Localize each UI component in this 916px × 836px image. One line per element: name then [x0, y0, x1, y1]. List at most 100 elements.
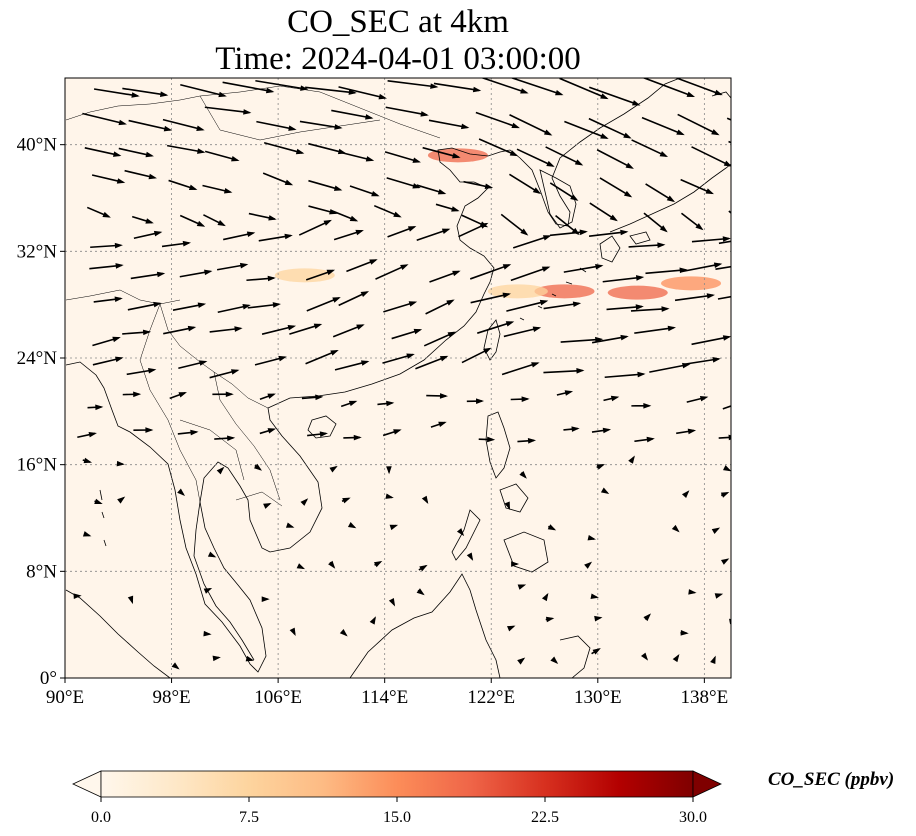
wind-vector	[717, 295, 731, 300]
wind-vector	[541, 592, 549, 602]
wind-vector	[93, 88, 140, 98]
wind-vector	[543, 301, 582, 310]
wind-vector	[217, 304, 251, 314]
wind-vector	[516, 148, 555, 167]
wind-vector	[340, 400, 358, 408]
wind-vector	[722, 465, 731, 472]
wind-vector	[127, 301, 162, 311]
wind-vector	[718, 240, 731, 245]
wind-vector	[517, 657, 526, 665]
wind-vector	[643, 613, 652, 622]
lon-tick-label: 98°E	[152, 687, 190, 708]
wind-vector	[430, 421, 447, 428]
wind-vector	[117, 496, 126, 504]
wind-vector	[630, 306, 670, 312]
wind-vector	[172, 302, 207, 311]
wind-vector	[305, 349, 339, 365]
wind-vector	[509, 173, 542, 194]
wind-vector	[86, 206, 111, 218]
wind-vector	[691, 335, 731, 346]
wind-vector	[338, 86, 387, 100]
wind-vector	[388, 598, 396, 607]
wind-vector-layer	[73, 78, 778, 670]
wind-vector	[82, 457, 93, 464]
korea-coastline	[539, 169, 577, 229]
wind-vector	[306, 297, 341, 312]
co-plume-3	[661, 276, 722, 291]
wind-vector	[501, 362, 540, 376]
wind-vector	[676, 428, 697, 435]
wind-vector	[603, 395, 620, 402]
wind-vector	[223, 231, 256, 241]
wind-vector	[688, 589, 697, 595]
wind-vector	[248, 212, 277, 221]
wind-vector	[559, 78, 609, 100]
wind-vector	[162, 118, 205, 131]
wind-vector	[674, 293, 715, 302]
wind-vector	[600, 487, 610, 494]
colorbar-tick-label: 30.0	[679, 809, 707, 826]
wind-vector	[584, 561, 593, 569]
wind-vector	[628, 242, 666, 248]
colorbar-tick-label: 7.5	[239, 809, 259, 826]
mindanao-coastline	[503, 531, 549, 573]
wind-vector	[222, 81, 275, 94]
lon-tick-label: 130°E	[574, 687, 622, 708]
wind-vector	[245, 655, 255, 662]
wind-vector	[339, 629, 348, 637]
wind-vector	[299, 120, 343, 130]
wind-vector	[599, 177, 633, 198]
wind-vector	[602, 275, 645, 283]
malay-peninsula	[193, 501, 255, 661]
wind-vector	[94, 498, 103, 505]
wind-vector	[730, 179, 731, 182]
wind-vector	[253, 463, 263, 471]
sumatra-coastline	[65, 589, 171, 678]
wind-vector	[519, 470, 527, 479]
borneo-coastline	[349, 573, 501, 678]
wind-vector	[259, 393, 276, 400]
wind-vector	[510, 266, 551, 282]
wind-vector	[168, 179, 198, 191]
co-plume-5	[274, 268, 335, 283]
wind-vector	[504, 501, 510, 510]
wind-vector	[511, 561, 520, 567]
wind-vector	[589, 202, 618, 222]
wind-vector	[384, 151, 421, 163]
wind-vector	[425, 299, 455, 315]
wind-vector	[387, 226, 417, 238]
lat-tick-label: 40°N	[17, 135, 58, 156]
wind-vector	[720, 492, 730, 498]
wind-vector	[680, 178, 714, 195]
wind-vector	[478, 138, 519, 157]
lon-tick-label: 138°E	[681, 687, 729, 708]
wind-vector	[259, 428, 277, 435]
luzon-coastline	[485, 411, 511, 479]
border-myanmar-thailand	[139, 303, 201, 503]
wind-vector	[435, 203, 460, 212]
wind-vector	[169, 392, 187, 400]
wind-vector	[262, 172, 294, 186]
wind-vector	[92, 356, 124, 366]
wind-vector	[87, 404, 104, 411]
wind-vector	[550, 656, 559, 664]
wind-vector	[373, 204, 402, 218]
ryukyu-islands	[519, 267, 587, 321]
wind-vector	[423, 331, 456, 347]
wind-vector	[674, 78, 723, 96]
wind-vector	[383, 301, 418, 313]
wind-vector	[301, 394, 324, 401]
wind-vector	[564, 120, 609, 139]
wind-vector	[735, 364, 778, 372]
wind-vector	[343, 434, 362, 441]
wind-vector	[329, 465, 338, 473]
wind-vector	[373, 560, 383, 568]
wind-vector	[549, 182, 579, 201]
wind-vector	[475, 111, 520, 129]
wind-vector	[130, 271, 166, 280]
wind-vector	[461, 214, 489, 228]
wind-vector	[328, 560, 336, 569]
wind-vector	[386, 466, 392, 475]
wind-vector	[543, 368, 585, 374]
